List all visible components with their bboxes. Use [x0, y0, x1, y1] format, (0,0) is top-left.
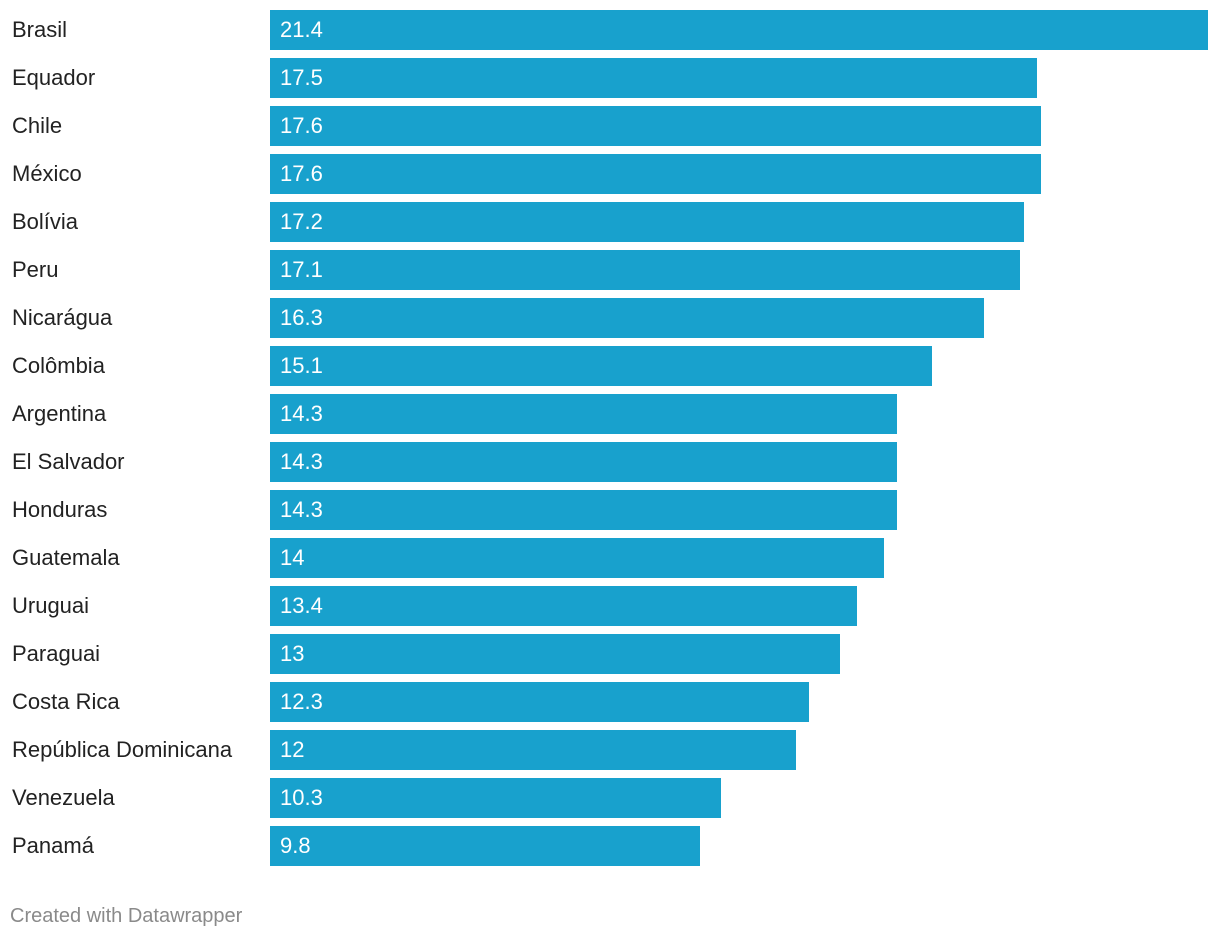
- bar: [270, 634, 840, 674]
- value-label: 12.3: [280, 689, 323, 714]
- bar: [270, 490, 897, 530]
- category-label: Chile: [12, 113, 63, 138]
- bar-row: Paraguai 13: [0, 634, 1220, 674]
- bar: [270, 442, 897, 482]
- bar: [270, 394, 897, 434]
- category-label: Argentina: [12, 401, 107, 426]
- value-label: 16.3: [280, 305, 323, 330]
- bar: [270, 346, 932, 386]
- bar-row: República Dominicana 12: [0, 730, 1220, 770]
- category-label: Uruguai: [12, 593, 90, 618]
- chart-credit: Created with Datawrapper: [10, 905, 243, 927]
- category-label: Guatemala: [12, 545, 120, 570]
- bar-row: Panamá 9.8: [0, 826, 1220, 866]
- value-label: 17.2: [280, 209, 323, 234]
- category-label: México: [12, 161, 82, 186]
- bar: [270, 106, 1041, 146]
- category-label: Colômbia: [12, 353, 105, 378]
- bar-row: Argentina 14.3: [0, 394, 1220, 434]
- bar-row: Chile 17.6: [0, 106, 1220, 146]
- category-label: República Dominicana: [12, 737, 233, 762]
- category-label: Panamá: [12, 833, 94, 858]
- value-label: 21.4: [280, 17, 323, 42]
- bar-row: Nicarágua 16.3: [0, 298, 1220, 338]
- bar-row: Brasil 21.4: [0, 10, 1220, 50]
- category-label: Nicarágua: [12, 305, 113, 330]
- category-label: Brasil: [12, 17, 68, 42]
- bar: [270, 250, 1020, 290]
- value-label: 14: [280, 545, 305, 570]
- value-label: 14.3: [280, 497, 323, 522]
- category-label: Bolívia: [12, 209, 79, 234]
- bar: [270, 778, 721, 818]
- value-label: 17.6: [280, 161, 323, 186]
- bar: [270, 730, 796, 770]
- value-label: 15.1: [280, 353, 323, 378]
- value-label: 14.3: [280, 401, 323, 426]
- bar: [270, 298, 984, 338]
- bar-row: Equador 17.5: [0, 58, 1220, 98]
- bar-row: Uruguai 13.4: [0, 586, 1220, 626]
- value-label: 17.5: [280, 65, 323, 90]
- bar-row: México 17.6: [0, 154, 1220, 194]
- bar-row: El Salvador 14.3: [0, 442, 1220, 482]
- category-label: Venezuela: [12, 785, 115, 810]
- category-label: Equador: [12, 65, 96, 90]
- category-label: Costa Rica: [12, 689, 120, 714]
- value-label: 9.8: [280, 833, 311, 858]
- bar: [270, 682, 809, 722]
- value-label: 13.4: [280, 593, 323, 618]
- value-label: 13: [280, 641, 305, 666]
- category-label: Paraguai: [12, 641, 101, 666]
- bar-row: Guatemala 14: [0, 538, 1220, 578]
- value-label: 17.1: [280, 257, 323, 282]
- bar: [270, 586, 857, 626]
- bar-row: Peru 17.1: [0, 250, 1220, 290]
- value-label: 14.3: [280, 449, 323, 474]
- bar: [270, 154, 1041, 194]
- bar-row: Bolívia 17.2: [0, 202, 1220, 242]
- bar: [270, 538, 884, 578]
- value-label: 10.3: [280, 785, 323, 810]
- value-label: 17.6: [280, 113, 323, 138]
- bar-row: Colômbia 15.1: [0, 346, 1220, 386]
- category-label: El Salvador: [12, 449, 125, 474]
- category-label: Peru: [12, 257, 59, 282]
- bar: [270, 10, 1208, 50]
- bar-row: Honduras 14.3: [0, 490, 1220, 530]
- bar-row: Venezuela 10.3: [0, 778, 1220, 818]
- bar: [270, 826, 700, 866]
- category-label: Honduras: [12, 497, 108, 522]
- bar: [270, 58, 1037, 98]
- bar: [270, 202, 1024, 242]
- bar-row: Costa Rica 12.3: [0, 682, 1220, 722]
- value-label: 12: [280, 737, 305, 762]
